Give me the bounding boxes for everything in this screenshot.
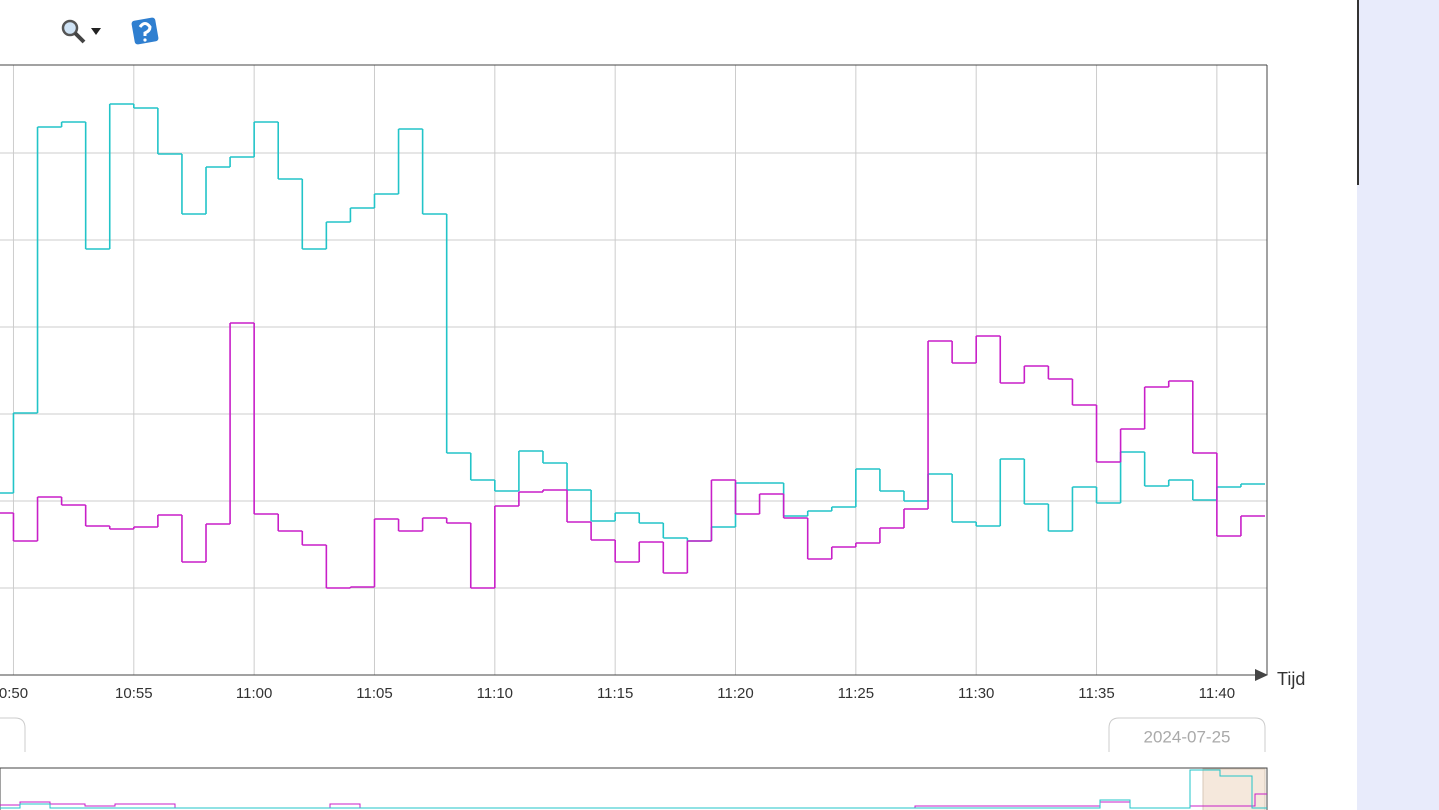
- date-label: 2024-07-25: [1144, 727, 1231, 746]
- zoom-button[interactable]: [61, 19, 101, 44]
- x-tick-label: 11:35: [1078, 685, 1114, 702]
- side-panel: [1357, 0, 1439, 810]
- plot: [0, 103, 1265, 589]
- x-tick-label: 11:05: [356, 685, 392, 702]
- grid: [0, 65, 1267, 675]
- date-box[interactable]: [1108, 717, 1266, 752]
- x-tick-label: 11:20: [717, 685, 753, 702]
- axis-arrow: [1255, 669, 1268, 681]
- x-tick-label: 11:15: [597, 685, 633, 702]
- x-tick-label: 10:55: [115, 685, 153, 702]
- x-axis-label: Tijd: [1277, 669, 1305, 689]
- help-button[interactable]: [131, 17, 159, 45]
- navigator-line: [0, 769, 1267, 809]
- navigator-selection[interactable]: [1202, 768, 1266, 810]
- x-tick-label: 11:30: [958, 685, 994, 702]
- range-box[interactable]: [0, 717, 26, 752]
- x-tick-label: 11:00: [236, 685, 272, 702]
- x-tick-label: 11:25: [838, 685, 874, 702]
- navigator: [0, 767, 1268, 810]
- x-tick-label: 11:10: [477, 685, 513, 702]
- x-tick-label: 0:50: [0, 685, 28, 702]
- x-tick-label: 11:40: [1199, 685, 1235, 702]
